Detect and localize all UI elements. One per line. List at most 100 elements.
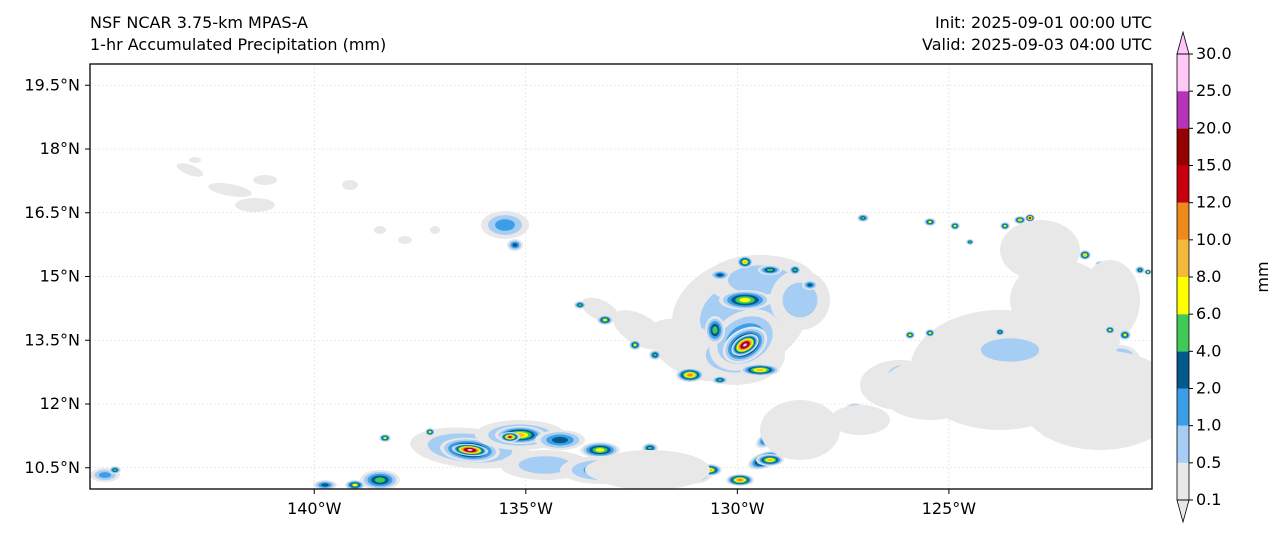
colorbar-swatch (1177, 277, 1189, 315)
lat-tick-label: 15°N (40, 267, 80, 286)
precip-contour (737, 479, 743, 481)
precip-contour (953, 225, 957, 227)
lat-tick-label: 12°N (40, 394, 80, 413)
precip-contour (235, 198, 275, 212)
colorbar-tick-label: 0.5 (1196, 453, 1221, 472)
colorbar-extend-min (1176, 499, 1190, 524)
precip-contour (928, 332, 932, 334)
colorbar-tick-label: 10.0 (1196, 230, 1232, 249)
lat-tick-label: 19.5°N (24, 75, 80, 94)
precip-contour (793, 268, 797, 272)
precip-contour (880, 360, 980, 420)
precip-contour (633, 343, 637, 347)
precip-contour (430, 226, 440, 234)
precip-contour (342, 180, 358, 190)
lon-tick-label: 135°W (499, 499, 554, 518)
precip-contour (830, 405, 890, 435)
precip-contour (647, 446, 653, 450)
lon-tick-label: 140°W (287, 499, 342, 518)
colorbar-extend-max (1176, 30, 1190, 55)
precip-contour (687, 373, 693, 377)
precip-contour (352, 483, 358, 487)
colorbar-swatch (1177, 165, 1189, 203)
precip-contour (374, 226, 386, 234)
precip-contour (428, 431, 432, 433)
precip-contour (467, 448, 473, 452)
precip-contour (928, 221, 932, 223)
precip-contour (653, 353, 657, 357)
lon-tick-label: 125°W (922, 499, 977, 518)
precip-contour (861, 216, 865, 220)
precip-contour (766, 268, 774, 272)
precip-contour (717, 378, 723, 382)
precip-contour (1029, 217, 1031, 219)
precip-contour (590, 450, 710, 489)
model-title: NSF NCAR 3.75-km MPAS-A (90, 13, 308, 32)
precip-contour (374, 477, 386, 483)
precip-contour (998, 330, 1002, 334)
precipitation-field (90, 157, 1152, 489)
lat-tick-label: 10.5°N (24, 458, 80, 477)
colorbar-swatch (1177, 54, 1189, 92)
precip-contour (612, 310, 668, 350)
colorbar-tick-label: 20.0 (1196, 118, 1232, 137)
colorbar-swatch (1177, 425, 1189, 463)
precip-contour (712, 326, 718, 334)
precip-contour (968, 241, 972, 243)
valid-time: Valid: 2025-09-03 04:00 UTC (921, 35, 1152, 54)
colorbar-tick-label: 2.0 (1196, 379, 1221, 398)
precip-contour (1003, 225, 1007, 227)
lat-tick-label: 18°N (40, 139, 80, 158)
precip-contour (208, 182, 252, 198)
precip-contour (1138, 268, 1142, 272)
colorbar-swatch (1177, 128, 1189, 166)
precip-contour (1083, 254, 1087, 256)
precip-contour (595, 448, 605, 452)
precip-contour (603, 318, 607, 322)
precip-contour (1018, 219, 1022, 221)
precip-contour (908, 334, 912, 336)
precip-contour (1000, 220, 1080, 280)
precip-contour (98, 472, 112, 478)
precip-contour (1080, 260, 1140, 340)
precip-contour (552, 436, 568, 444)
precip-contour (176, 163, 204, 177)
colorbar-tick-label: 12.0 (1196, 193, 1232, 212)
colorbar-label: mm (1253, 261, 1272, 292)
colorbar-tick-label: 0.1 (1196, 490, 1221, 509)
lat-tick-label: 13.5°N (24, 330, 80, 349)
precip-contour (321, 483, 329, 487)
lat-tick-label: 16.5°N (24, 203, 80, 222)
precip-contour (508, 436, 512, 438)
precip-contour (1123, 333, 1127, 337)
colorbar-swatch (1177, 314, 1189, 352)
colorbar-tick-label: 4.0 (1196, 341, 1221, 360)
colorbar-tick-label: 25.0 (1196, 81, 1232, 100)
precip-contour (716, 273, 724, 277)
precip-contour (807, 283, 813, 287)
precip-contour (253, 175, 277, 185)
precip-contour (782, 282, 818, 318)
precip-contour (743, 260, 747, 264)
colorbar-swatch (1177, 239, 1189, 277)
precip-contour (495, 219, 515, 231)
precip-contour (1147, 271, 1149, 273)
title-right: Init: 2025-09-01 00:00 UTC Valid: 2025-0… (922, 12, 1152, 56)
colorbar-swatch (1177, 202, 1189, 240)
field-title: 1-hr Accumulated Precipitation (mm) (90, 35, 387, 54)
title-left: NSF NCAR 3.75-km MPAS-A 1-hr Accumulated… (90, 12, 386, 56)
precip-contour (760, 400, 840, 460)
precip-contour (767, 458, 773, 462)
precip-contour (1020, 350, 1152, 450)
lon-tick-label: 130°W (710, 499, 765, 518)
colorbar-tick-label: 1.0 (1196, 416, 1221, 435)
colorbar-swatch (1177, 462, 1189, 500)
precip-contour (518, 456, 572, 474)
colorbar-tick-label: 8.0 (1196, 267, 1221, 286)
precip-contour (578, 303, 582, 307)
colorbar-swatch (1177, 388, 1189, 426)
colorbar-swatch (1177, 91, 1189, 129)
precip-contour (189, 157, 201, 163)
colorbar-tick-label: 30.0 (1196, 44, 1232, 63)
